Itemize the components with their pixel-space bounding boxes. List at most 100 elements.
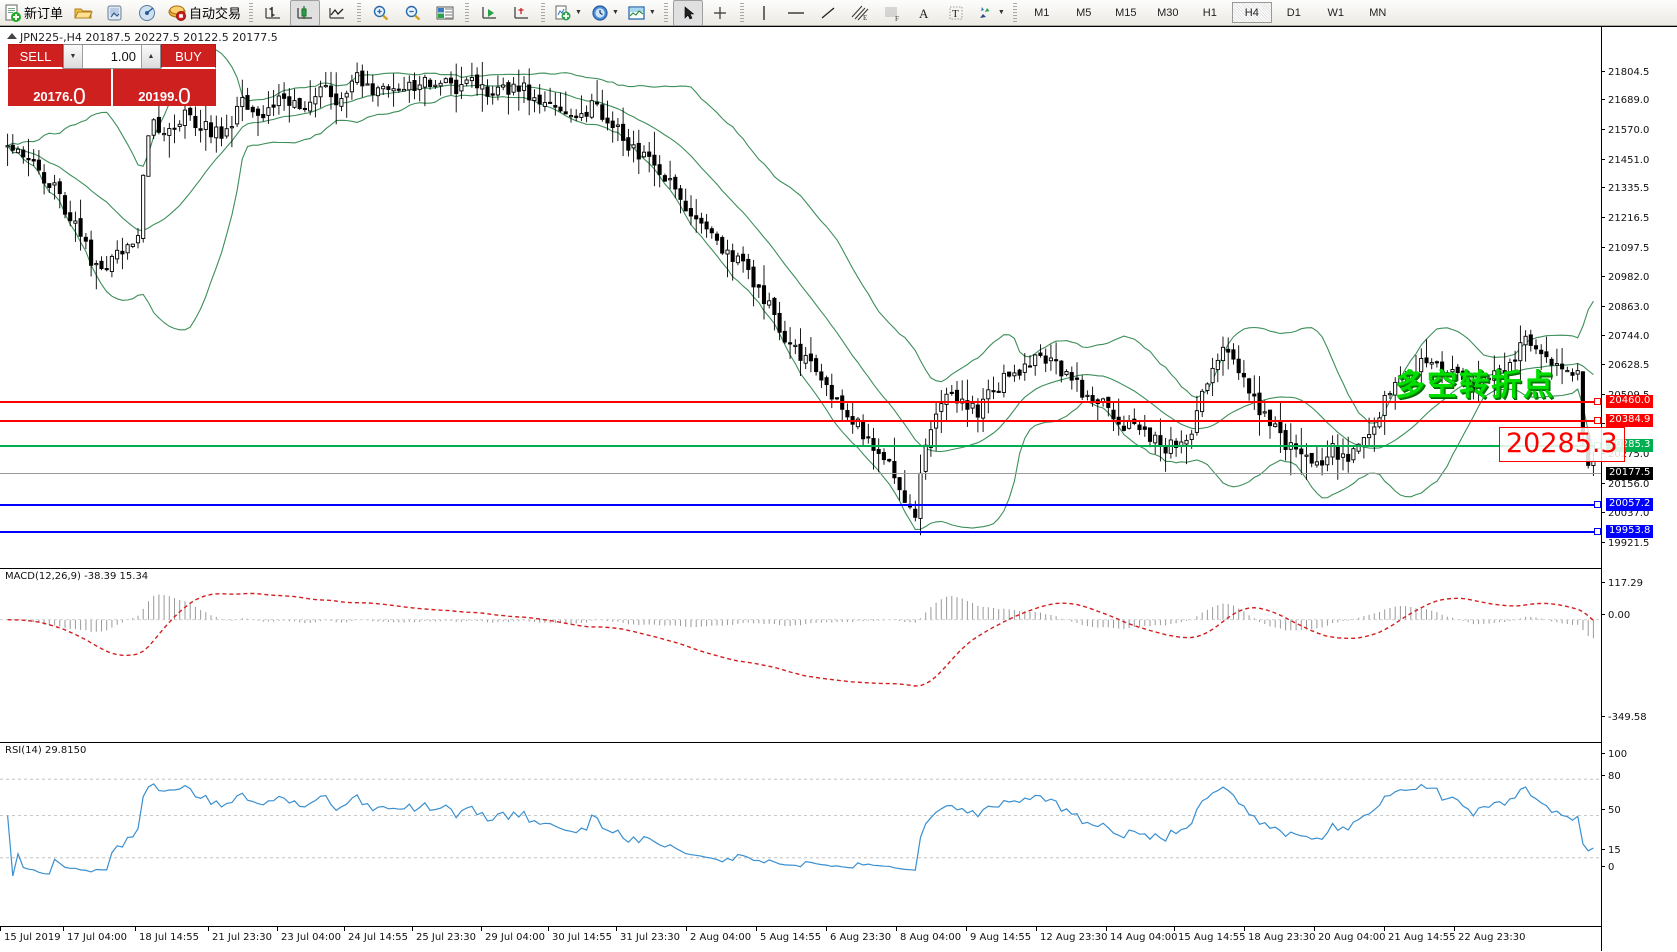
buy-price-box[interactable]: 20199 . 0 xyxy=(113,69,216,108)
price-line-label-support-1[interactable]: 20057.2 xyxy=(1606,498,1654,511)
new-order-button[interactable]: 新订单 xyxy=(1,0,66,26)
price-tick: 20037.0 xyxy=(1601,508,1649,519)
price-tick: 21804.5 xyxy=(1601,67,1649,78)
time-tick-mark xyxy=(412,927,413,931)
volume-value[interactable]: 1.00 xyxy=(83,45,141,68)
sell-price-box[interactable]: 20176 . 0 xyxy=(8,69,113,109)
timeframe-m5[interactable]: M5 xyxy=(1076,6,1092,19)
cursor-button[interactable] xyxy=(672,0,703,26)
horizontal-line-button[interactable] xyxy=(781,0,811,26)
templates-button[interactable]: ▼ xyxy=(624,0,659,26)
timeframe-d1[interactable]: D1 xyxy=(1286,6,1301,19)
time-tick-mark xyxy=(344,927,345,931)
shapes-button[interactable]: ▼ xyxy=(973,0,1008,26)
price-line-resistance-1[interactable] xyxy=(0,401,1601,403)
time-tick-label: 21 Aug 14:55 xyxy=(1388,932,1456,943)
autotrade-button[interactable]: 自动交易 xyxy=(164,0,244,26)
price-line-label-resistance-1[interactable]: 20460.0 xyxy=(1606,395,1654,408)
chevron-down-icon[interactable]: ▼ xyxy=(648,9,656,16)
scroll-end-button[interactable] xyxy=(474,0,504,26)
svg-text:E: E xyxy=(863,14,867,22)
time-tick-label: 18 Aug 23:30 xyxy=(1248,932,1316,943)
new-order-label: 新订单 xyxy=(24,7,64,22)
price-tick: 21335.5 xyxy=(1601,183,1649,194)
bar-chart-button[interactable] xyxy=(258,0,288,26)
turning-point-annotation[interactable]: 多空转折点 xyxy=(1395,368,1555,403)
chart-shift-button[interactable] xyxy=(506,0,536,26)
price-line-handle-resistance-1[interactable] xyxy=(1594,398,1601,405)
chevron-down-icon[interactable]: ▼ xyxy=(997,9,1005,16)
price-line-resistance-2[interactable] xyxy=(0,420,1601,422)
sell-price-main: 20176 xyxy=(33,89,70,104)
price-scale[interactable]: 21804.5 21689.0 21570.0 21451.0 21335.5 21216… xyxy=(1601,27,1677,952)
line-chart-button[interactable] xyxy=(322,0,352,26)
one-click-trading-panel[interactable]: SELL ▼ 1.00 ▲ BUY 20176 . 0 20199 . 0 xyxy=(8,44,216,109)
fibonacci-button[interactable]: F xyxy=(877,0,907,26)
price-line-support-2[interactable] xyxy=(0,531,1601,533)
zoom-in-button[interactable] xyxy=(366,0,396,26)
trendline-icon xyxy=(821,7,835,18)
price-line-label-resistance-2[interactable]: 20384.9 xyxy=(1606,414,1654,427)
time-tick-mark xyxy=(896,927,897,931)
rsi-plot[interactable] xyxy=(0,747,1601,927)
price-line-label-last-price[interactable]: 20177.5 xyxy=(1606,467,1654,480)
timeframe-h4[interactable]: H4 xyxy=(1231,2,1272,23)
folder-button[interactable] xyxy=(68,0,98,26)
autotrade-icon xyxy=(168,5,187,21)
chevron-down-icon[interactable]: ▼ xyxy=(575,9,582,16)
price-box-annotation[interactable]: 20285.3 xyxy=(1499,427,1625,462)
new-order-icon xyxy=(5,4,21,22)
tile-windows-button[interactable] xyxy=(430,0,460,26)
volume-stepper[interactable]: ▼ 1.00 ▲ xyxy=(63,44,161,69)
chevron-down-icon[interactable]: ▼ xyxy=(611,9,619,16)
indicators-button[interactable]: ▼ xyxy=(550,0,585,26)
timeframe-h1[interactable]: H1 xyxy=(1202,6,1217,19)
price-line-pivot[interactable] xyxy=(0,445,1601,447)
price-tick: 21216.5 xyxy=(1601,213,1649,224)
volume-increase-icon[interactable]: ▲ xyxy=(141,45,160,68)
price-line-handle-resistance-2[interactable] xyxy=(1594,417,1601,424)
text-button[interactable]: A xyxy=(909,0,939,26)
time-tick-label: 24 Jul 14:55 xyxy=(348,932,408,943)
signal-icon xyxy=(139,4,156,21)
timeframe-m30[interactable]: M30 xyxy=(1157,6,1179,19)
bar-chart-icon xyxy=(265,6,281,19)
period-button[interactable]: ▼ xyxy=(587,0,622,26)
price-plot[interactable] xyxy=(0,27,1601,557)
text-label-icon: T xyxy=(949,6,963,20)
signal-button[interactable] xyxy=(132,0,162,26)
sell-price-fraction: 0 xyxy=(72,83,86,109)
trendline-button[interactable] xyxy=(813,0,843,26)
timeframe-m15[interactable]: M15 xyxy=(1115,6,1137,19)
timeframe-m1[interactable]: M1 xyxy=(1034,6,1050,19)
toolbar-separator xyxy=(357,2,362,23)
chart-window[interactable]: JPN225-,H4 20187.5 20227.5 20122.5 20177… xyxy=(0,26,1677,951)
candlestick-chart-button[interactable] xyxy=(290,0,321,26)
time-tick-mark xyxy=(135,927,136,931)
vertical-line-button[interactable] xyxy=(749,0,779,26)
terminal-icon xyxy=(107,5,122,20)
timeframe-mn[interactable]: MN xyxy=(1369,6,1387,19)
text-icon: A xyxy=(919,6,929,21)
collapse-triangle-icon[interactable] xyxy=(7,33,17,39)
zoom-out-button[interactable] xyxy=(398,0,428,26)
price-line-support-1[interactable] xyxy=(0,504,1601,506)
price-tick: 20982.0 xyxy=(1601,272,1649,283)
price-line-label-support-2[interactable]: 19953.8 xyxy=(1606,525,1654,538)
time-tick-mark xyxy=(616,927,617,931)
price-line-handle-support-2[interactable] xyxy=(1594,528,1601,535)
price-line-handle-support-1[interactable] xyxy=(1594,501,1601,508)
text-label-button[interactable]: T xyxy=(941,0,971,26)
time-tick-mark xyxy=(686,927,687,931)
crosshair-button[interactable] xyxy=(705,0,735,26)
buy-button[interactable]: BUY xyxy=(161,44,216,69)
volume-decrease-icon[interactable]: ▼ xyxy=(64,45,83,68)
equidistant-channel-button[interactable]: E xyxy=(845,0,875,26)
timeframe-w1[interactable]: W1 xyxy=(1327,6,1345,19)
terminal-button[interactable] xyxy=(100,0,130,26)
macd-plot[interactable] xyxy=(0,572,1601,742)
zoom-in-icon xyxy=(373,5,389,20)
sell-button[interactable]: SELL xyxy=(8,44,63,69)
time-tick-label: 6 Aug 23:30 xyxy=(830,932,892,943)
time-tick-label: 21 Jul 23:30 xyxy=(212,932,272,943)
